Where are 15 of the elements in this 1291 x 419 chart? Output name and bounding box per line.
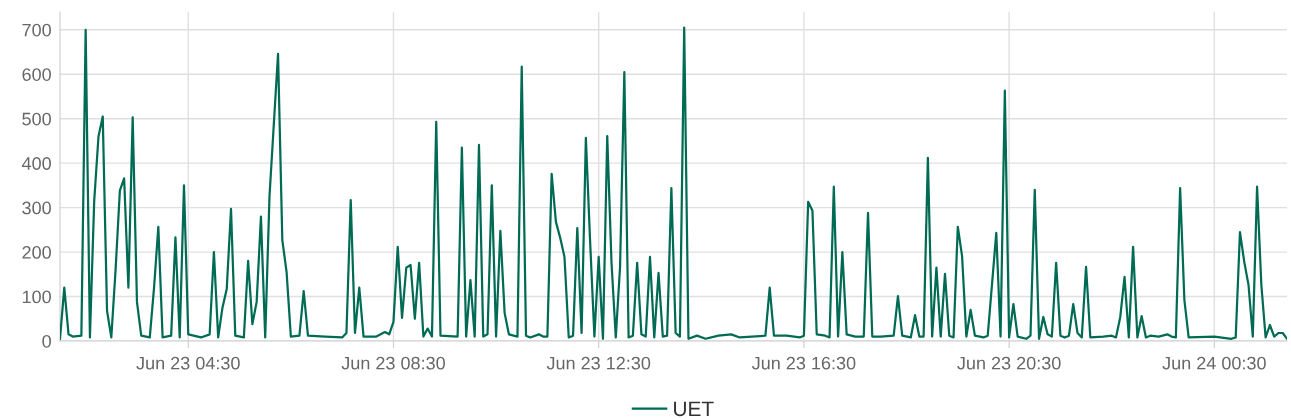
y-tick-label: 100 [22,290,51,304]
y-tick-label: 700 [22,23,51,37]
x-tick-label: Jun 23 04:30 [136,356,240,370]
x-tick-label: Jun 24 00:30 [1162,356,1266,370]
x-tick-label: Jun 23 12:30 [546,356,651,370]
legend-label: UET [674,401,714,417]
x-tick-label: Jun 23 08:30 [341,356,445,370]
y-tick-label: 0 [42,334,51,348]
x-tick-label: Jun 23 20:30 [957,356,1061,370]
y-tick-label: 200 [22,246,51,259]
y-tick-label: 600 [22,68,51,81]
y-tick-label: 300 [22,201,51,215]
x-tick-label: Jun 23 16:30 [751,356,856,370]
y-tick-label: 500 [22,112,51,126]
y-tick-label: 400 [21,157,51,170]
